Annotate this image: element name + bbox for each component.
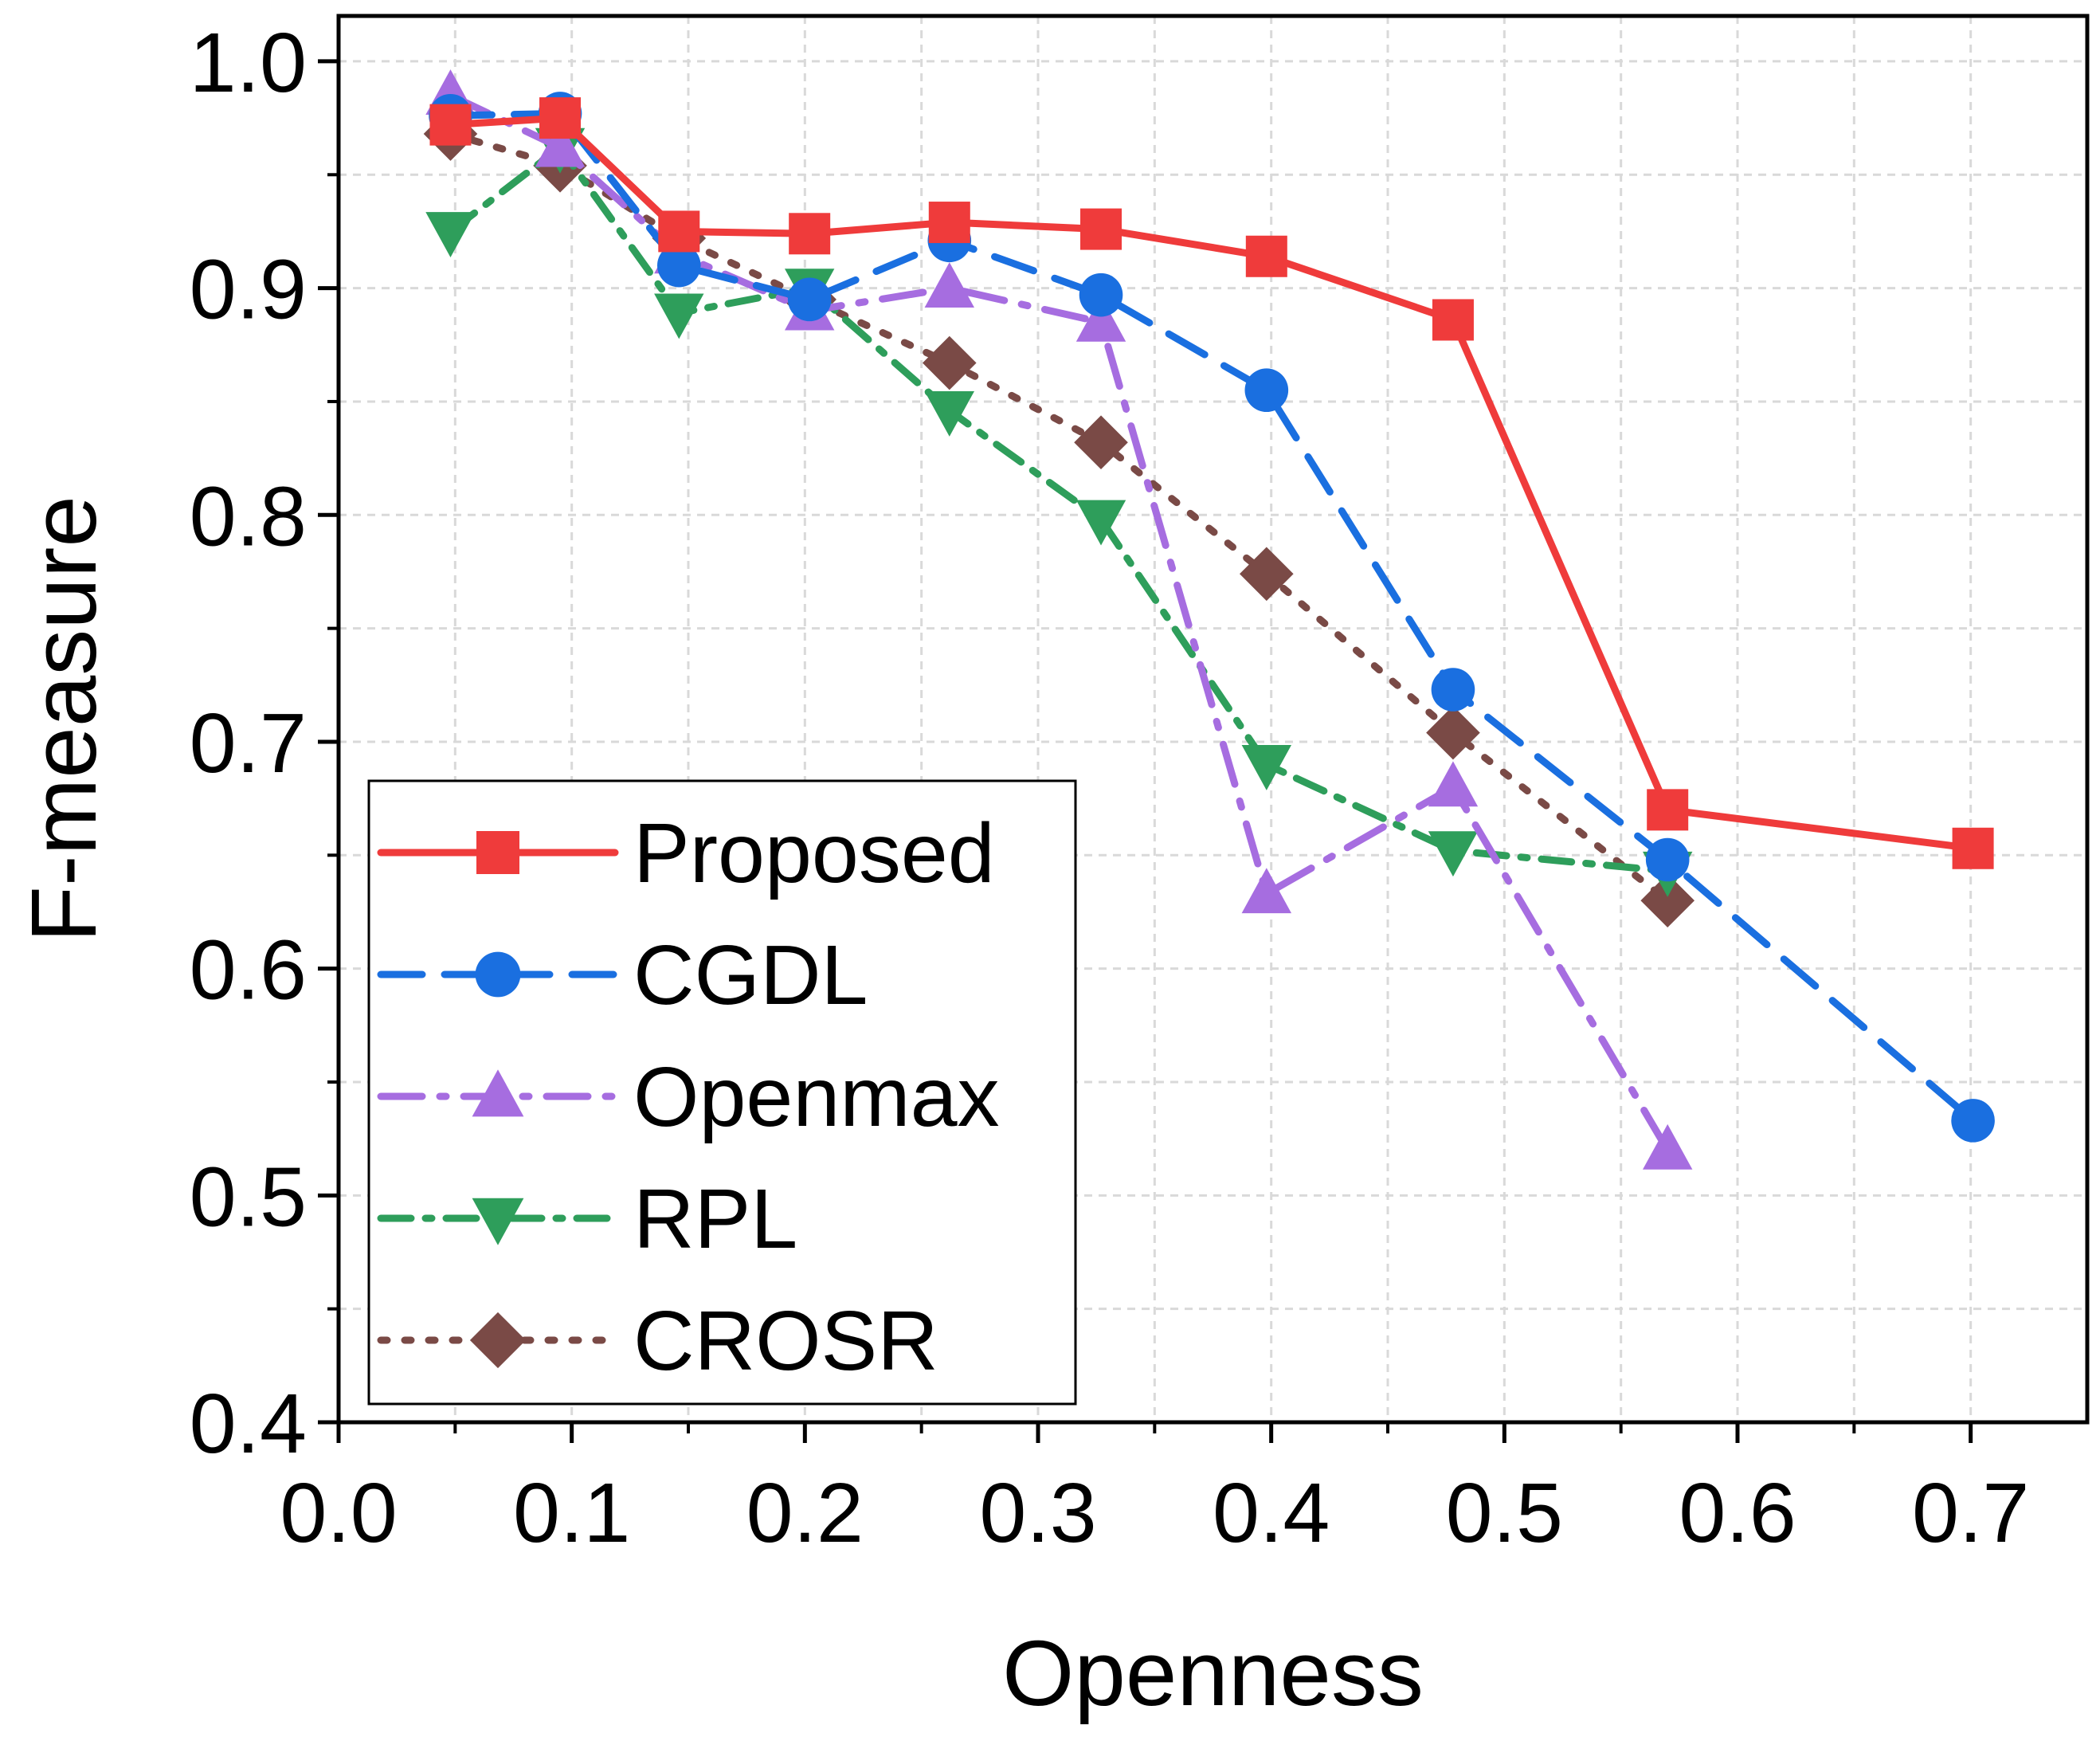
legend-marker-openmax — [472, 1069, 524, 1117]
legend-item-cgdl: CGDL — [377, 928, 868, 1022]
data-point-openmax — [535, 121, 586, 167]
data-point-cgdl — [1079, 273, 1123, 317]
legend: Proposed CGDL Openmax RPL CROSR — [367, 779, 1077, 1406]
data-point-openmax — [1428, 761, 1479, 807]
x-tick-label: 0.5 — [1446, 1466, 1563, 1560]
data-point-cgdl — [1951, 1099, 1995, 1143]
y-tick-label: 1.0 — [190, 16, 307, 110]
data-point-proposed — [429, 104, 472, 146]
data-point-rpl — [425, 212, 476, 257]
x-tick-label: 0.0 — [280, 1466, 397, 1560]
series-line-cgdl — [446, 109, 1977, 1124]
data-point-cgdl — [1645, 837, 1690, 882]
y-tick-label: 0.4 — [190, 1377, 307, 1471]
data-point-crosr — [1640, 873, 1694, 928]
y-tick-label: 0.7 — [190, 696, 307, 790]
y-tick-label: 0.6 — [190, 923, 307, 1017]
series-group — [423, 69, 1995, 1170]
axis-ticks: 0.0 0.1 0.2 0.3 0.4 0.5 0.6 0.7 0.4 0.5 0.6 0.7 0.8 0… — [190, 16, 2030, 1560]
x-tick-label: 0.2 — [746, 1466, 864, 1560]
data-point-proposed — [539, 97, 582, 139]
data-point-proposed — [1245, 235, 1287, 277]
data-point-cgdl — [787, 277, 832, 322]
series-line-proposed — [446, 114, 1977, 853]
data-point-rpl — [654, 293, 704, 339]
data-point-openmax — [1241, 868, 1292, 914]
legend-label: CGDL — [633, 928, 868, 1022]
data-point-rpl — [1241, 745, 1292, 790]
legend-item-crosr: CROSR — [377, 1294, 938, 1388]
legend-marker-rpl — [472, 1198, 524, 1245]
data-point-openmax — [924, 262, 974, 308]
legend-item-rpl: RPL — [377, 1172, 797, 1266]
x-tick-label: 0.3 — [979, 1466, 1096, 1560]
y-tick-label: 0.9 — [190, 243, 307, 337]
data-point-openmax — [1075, 296, 1126, 342]
legend-marker-crosr — [469, 1312, 527, 1369]
legend-item-proposed: Proposed — [377, 806, 995, 900]
legend-item-openmax: Openmax — [377, 1050, 1000, 1144]
series-proposed — [429, 97, 1994, 869]
data-point-proposed — [928, 202, 970, 244]
legend-label: Proposed — [633, 806, 995, 900]
data-point-proposed — [1952, 827, 1994, 869]
data-point-openmax — [1643, 1123, 1693, 1170]
data-point-cgdl — [1244, 368, 1289, 413]
data-point-proposed — [1432, 299, 1474, 341]
data-point-rpl — [1428, 831, 1479, 877]
data-point-proposed — [1080, 208, 1122, 250]
legend-label: CROSR — [633, 1294, 938, 1388]
data-point-cgdl — [1431, 668, 1475, 712]
data-point-cgdl — [656, 243, 701, 288]
data-point-crosr — [1074, 415, 1128, 469]
data-point-rpl — [1075, 500, 1126, 546]
y-tick-label: 0.5 — [190, 1150, 307, 1244]
y-axis-title: F-measure — [12, 496, 116, 943]
series-line-rpl — [446, 143, 1671, 875]
data-point-proposed — [789, 213, 831, 255]
y-tick-label: 0.8 — [190, 469, 307, 563]
plot-frame — [336, 14, 2090, 1425]
legend-marker-proposed — [476, 831, 519, 874]
data-point-crosr — [1426, 705, 1480, 760]
data-point-proposed — [1647, 789, 1689, 831]
x-axis-title: Openness — [1002, 1621, 1424, 1725]
x-tick-label: 0.4 — [1213, 1466, 1330, 1560]
data-point-proposed — [658, 210, 700, 253]
x-tick-label: 0.7 — [1912, 1466, 2029, 1560]
x-tick-label: 0.1 — [513, 1466, 630, 1560]
legend-label: RPL — [633, 1172, 797, 1266]
data-point-crosr — [922, 335, 977, 390]
data-point-crosr — [1240, 547, 1294, 602]
legend-marker-cgdl — [475, 951, 521, 998]
x-tick-label: 0.6 — [1679, 1466, 1796, 1560]
legend-label: Openmax — [633, 1050, 1000, 1144]
data-point-rpl — [924, 390, 974, 437]
